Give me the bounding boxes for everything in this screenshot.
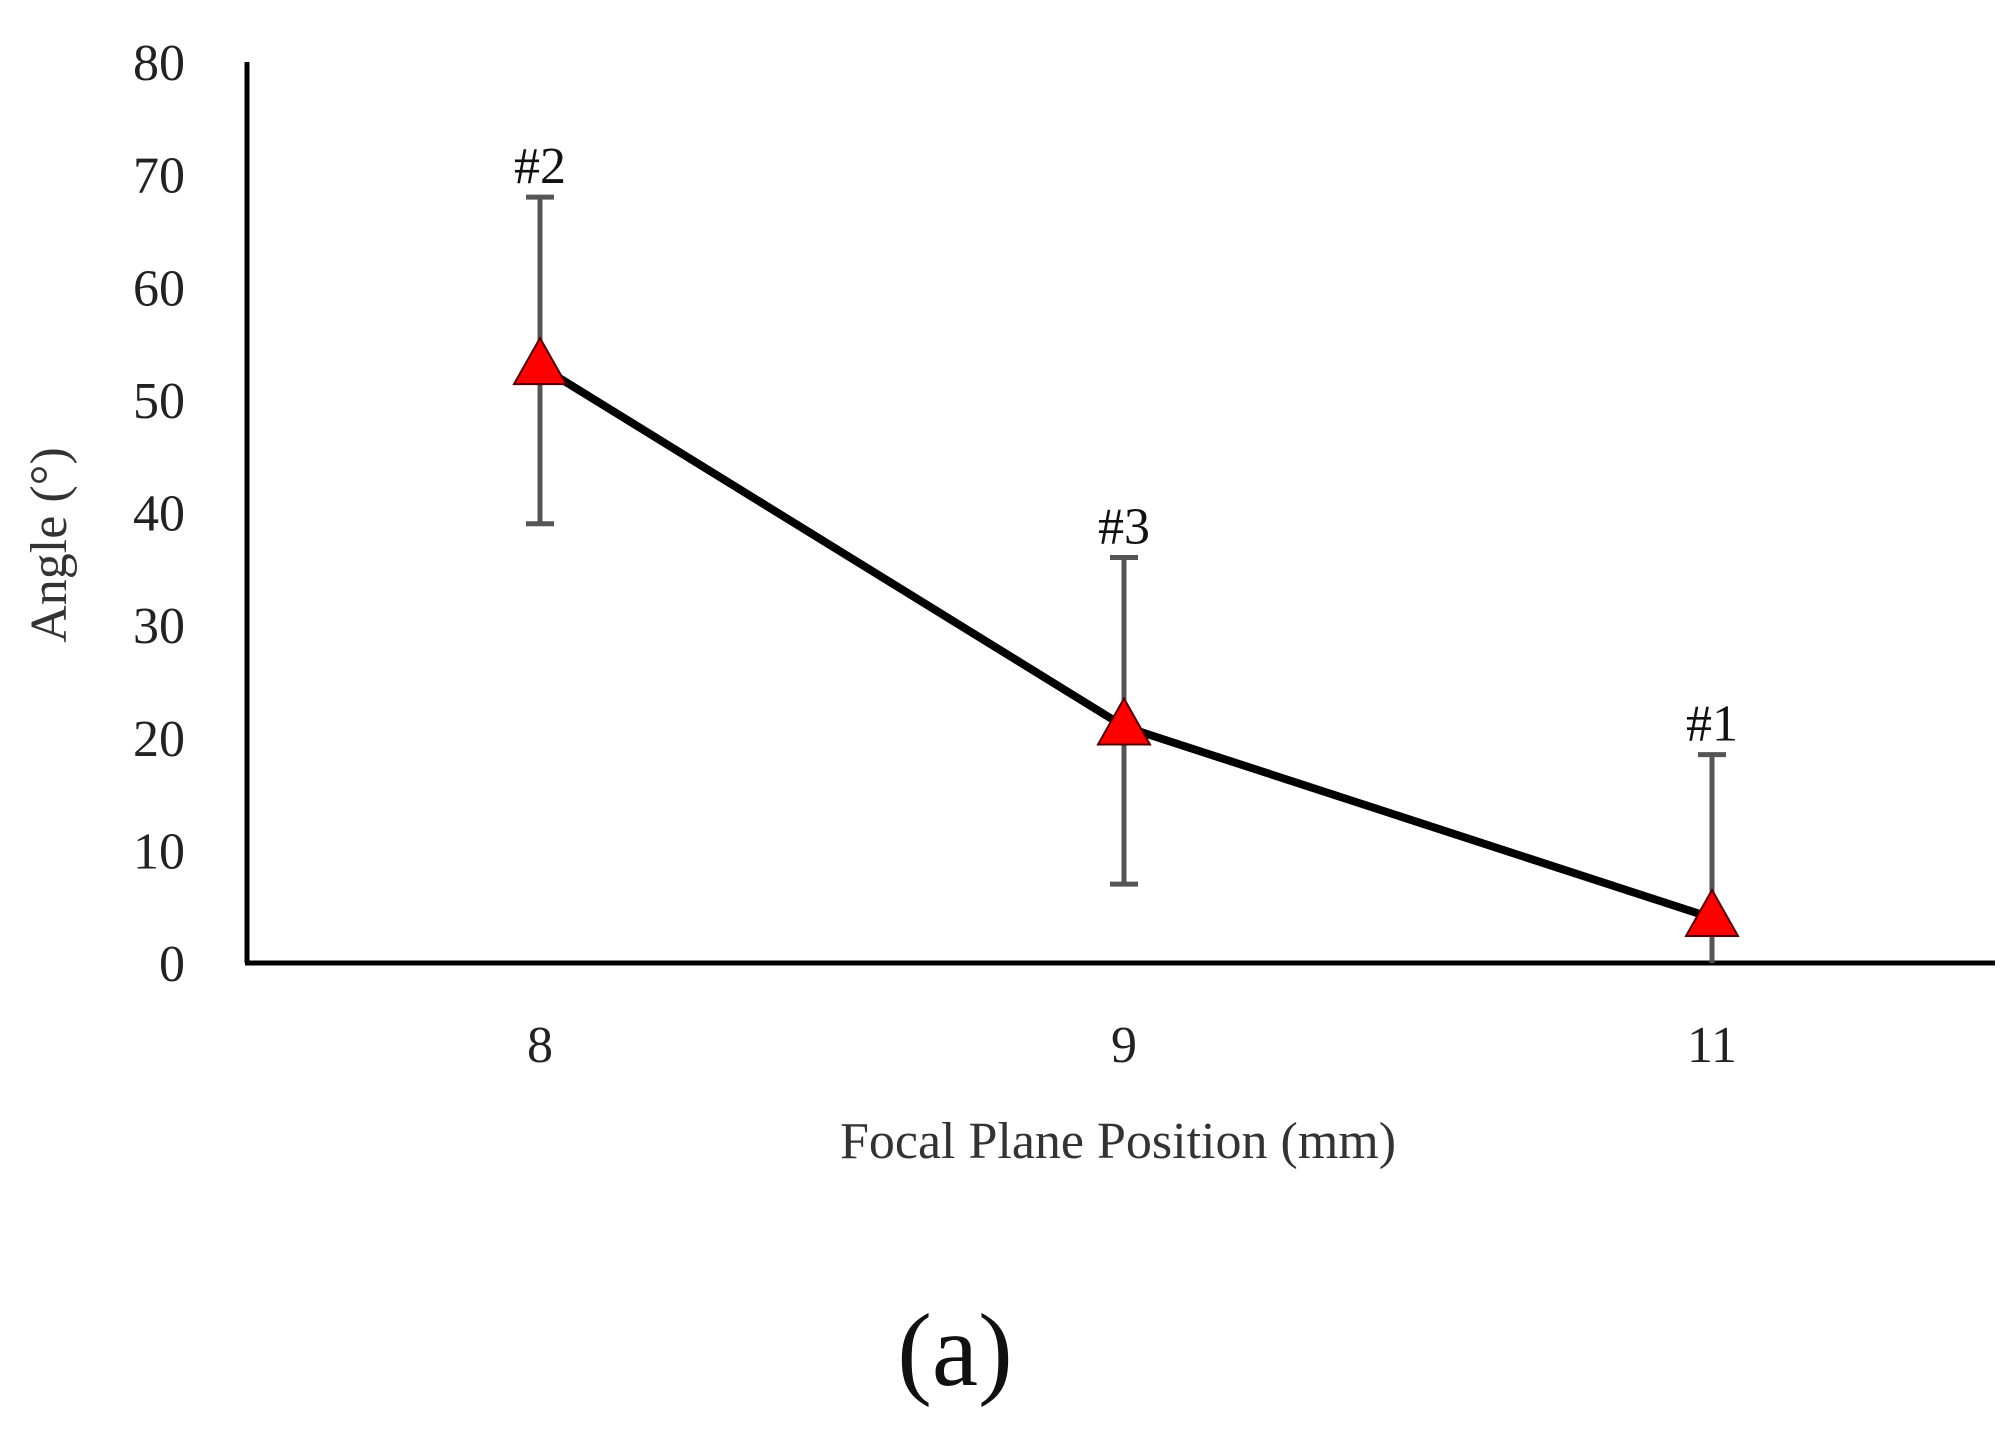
error-bars — [526, 194, 1726, 963]
y-axis-title: Angle (°) — [21, 447, 78, 643]
panel-label: (a) — [897, 1293, 1012, 1408]
y-tick-label: 10 — [133, 823, 185, 880]
x-tick-label: 11 — [1687, 1017, 1737, 1074]
y-tick-label: 30 — [133, 598, 185, 655]
y-axis-tick-labels: 0 10 20 30 40 50 60 70 80 — [133, 35, 185, 993]
x-tick-label: 9 — [1111, 1017, 1137, 1074]
data-point-label: #1 — [1686, 696, 1738, 753]
x-axis-tick-labels: 8 9 11 — [527, 1017, 1737, 1074]
y-tick-label: 60 — [133, 260, 185, 317]
data-point-label: #2 — [514, 138, 566, 195]
data-point-markers — [512, 336, 1740, 937]
y-tick-label: 20 — [133, 711, 185, 768]
x-tick-label: 8 — [527, 1017, 553, 1074]
y-tick-label: 50 — [133, 373, 185, 430]
y-tick-label: 40 — [133, 486, 185, 543]
y-tick-label: 80 — [133, 35, 185, 92]
data-point-marker — [1684, 887, 1740, 937]
x-axis-title: Focal Plane Position (mm) — [840, 1113, 1396, 1170]
y-tick-label: 0 — [159, 936, 185, 993]
y-tick-label: 70 — [133, 148, 185, 205]
data-point-marker — [1096, 696, 1152, 746]
data-point-label: #3 — [1098, 499, 1150, 556]
data-point-marker — [512, 336, 568, 386]
data-point-labels: #2 #3 #1 — [514, 138, 1738, 752]
